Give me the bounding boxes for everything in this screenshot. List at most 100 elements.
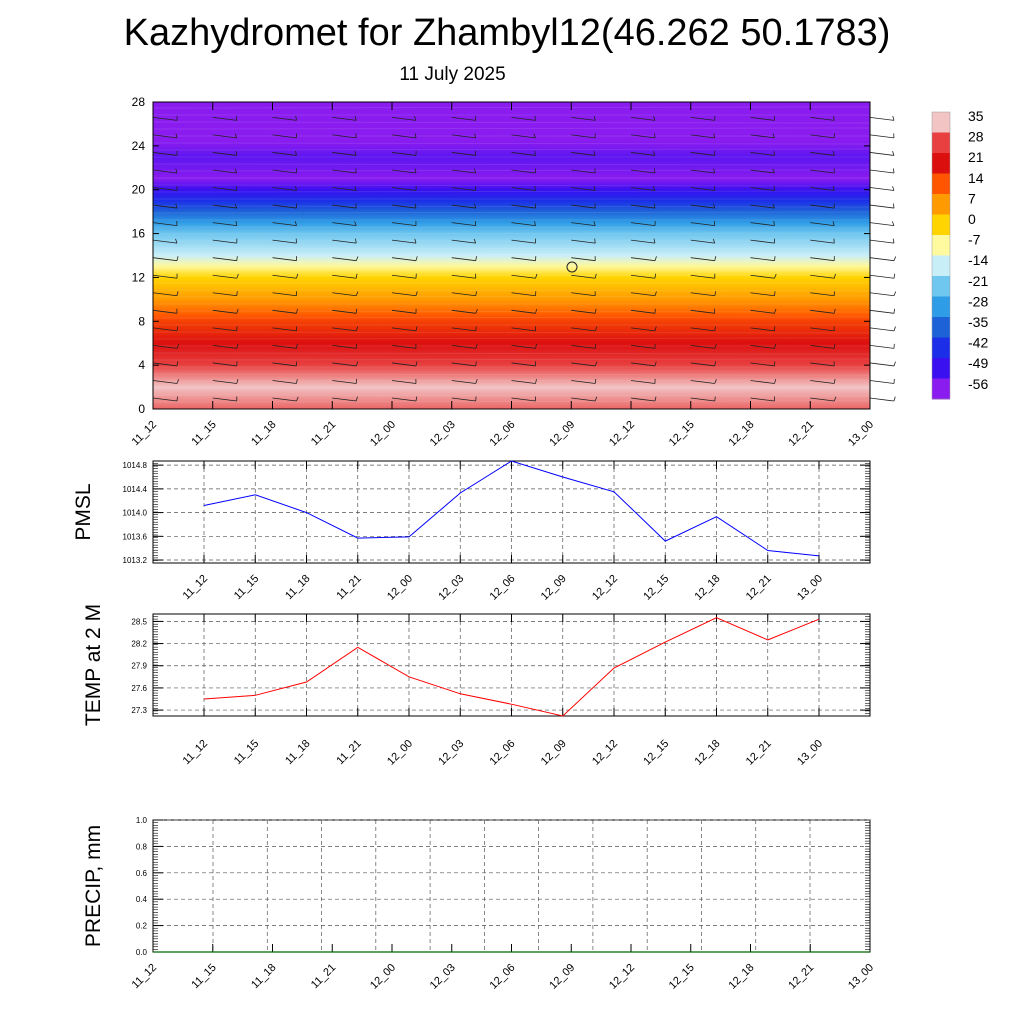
wind-barb <box>451 257 476 262</box>
wind-barb-flag <box>474 133 477 139</box>
wind-barb <box>810 169 835 174</box>
wind-barb-flag <box>893 361 896 367</box>
wind-barb-flag <box>235 150 238 156</box>
wind-barb-flag <box>714 291 717 296</box>
wind-barb <box>690 134 715 139</box>
x-tick-label: 11_21 <box>309 962 339 992</box>
wind-barb <box>511 152 536 156</box>
colorbar-label: 21 <box>968 149 984 165</box>
wind-barb-flag <box>176 256 179 261</box>
contour-line <box>152 358 871 361</box>
wind-barb <box>571 309 596 314</box>
wind-barb-flag <box>893 256 897 261</box>
wind-barb <box>810 152 835 156</box>
wind-barb-flag <box>774 256 776 261</box>
wind-barb <box>212 309 237 314</box>
y-tick-label: 0.4 <box>136 895 148 904</box>
wind-barb <box>152 116 178 121</box>
wind-barb <box>630 362 656 367</box>
wind-barb <box>630 239 656 244</box>
wind-barb-flag <box>593 115 596 121</box>
wind-barb-flag <box>176 361 179 367</box>
wind-barb <box>212 397 237 402</box>
wind-barb <box>451 380 476 384</box>
wind-barb-flag <box>594 361 598 367</box>
wind-barb-flag <box>893 203 895 209</box>
wind-barb <box>690 187 715 191</box>
wind-barb <box>272 274 297 279</box>
wind-barb-flag <box>236 379 239 384</box>
wind-barb-flag <box>355 273 358 279</box>
x-tick-label: 12_03 <box>436 573 466 603</box>
x-tick-label: 11_18 <box>249 419 279 449</box>
y-tick-label: 27.3 <box>131 706 147 715</box>
wind-barb <box>571 169 596 174</box>
contour-line <box>152 337 871 340</box>
x-tick-label: 13_00 <box>846 419 876 449</box>
wind-barb-flag <box>475 361 477 366</box>
wind-barb-flag <box>654 291 657 296</box>
wind-barb <box>451 239 476 244</box>
wind-barb-flag <box>654 133 656 138</box>
wind-barb <box>511 380 536 384</box>
wind-barb <box>272 292 297 297</box>
x-tick-label: 12_00 <box>368 419 398 449</box>
colorbar-label: 28 <box>968 129 984 145</box>
wind-barb <box>332 362 357 367</box>
wind-barb-flag <box>236 273 239 279</box>
wind-barb-flag <box>893 168 895 174</box>
chart-subtitle: 11 July 2025 <box>399 64 506 85</box>
wind-barb <box>511 257 536 262</box>
wind-barb <box>391 274 417 279</box>
wind-barb-flag <box>832 221 835 226</box>
colorbar-swatch <box>932 112 950 133</box>
wind-barb-flag <box>473 203 477 209</box>
y-tick-label: 28 <box>132 95 146 109</box>
wind-barb <box>272 362 297 367</box>
wind-barb <box>272 116 297 121</box>
wind-barb <box>750 222 775 227</box>
wind-barb-flag <box>176 326 179 331</box>
x-tick-label: 11_15 <box>232 573 262 603</box>
x-tick-label: 12_00 <box>385 738 415 768</box>
wind-barb <box>630 187 656 191</box>
wind-barb <box>152 169 178 174</box>
wind-barb <box>332 239 357 244</box>
wind-barb <box>750 397 775 402</box>
wind-barb-flag <box>175 203 178 209</box>
wind-barb-flag <box>774 273 777 279</box>
wind-barb <box>451 309 476 314</box>
wind-barb <box>212 292 237 297</box>
wind-barb <box>810 362 835 367</box>
wind-barb <box>511 309 536 314</box>
wind-barb <box>152 257 178 262</box>
wind-barb <box>272 345 297 349</box>
x-tick-label: 11_18 <box>283 573 313 603</box>
wind-barb <box>869 274 895 279</box>
wind-barb-flag <box>714 326 716 331</box>
wind-barb-flag <box>653 115 656 121</box>
contour-line <box>152 331 871 334</box>
y-tick-label: 0.8 <box>136 842 148 851</box>
wind-barb <box>571 292 596 297</box>
wind-barb-flag <box>355 238 357 244</box>
wind-barb-flag <box>774 308 777 314</box>
wind-barb-flag <box>355 256 359 261</box>
wind-barb-flag <box>236 343 239 349</box>
x-tick-label: 12_15 <box>641 738 671 768</box>
wind-barb <box>571 257 596 262</box>
wind-barb <box>630 380 656 384</box>
colorbar-label: 7 <box>968 190 976 206</box>
wind-barb-flag <box>414 168 417 174</box>
wind-barb-flag <box>714 396 716 402</box>
wind-barb-flag <box>653 203 656 209</box>
wind-barb-flag <box>415 256 418 261</box>
x-tick-label: 12_09 <box>539 738 569 768</box>
wind-barb-flag <box>236 256 238 261</box>
wind-barb-flag <box>296 343 298 349</box>
wind-barb-flag <box>355 291 359 296</box>
x-tick-label: 12_21 <box>744 738 774 768</box>
wind-barb <box>690 152 715 156</box>
x-tick-label: 12_18 <box>727 962 757 992</box>
wind-barb-flag <box>833 115 835 121</box>
